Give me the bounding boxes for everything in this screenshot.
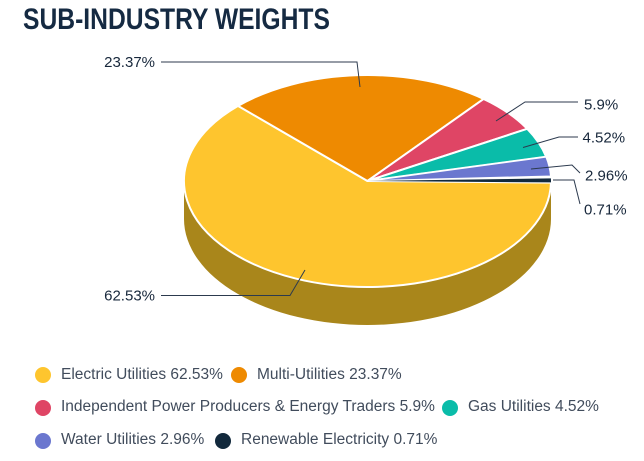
svg-text:23.37%: 23.37% (104, 54, 155, 71)
svg-text:62.53%: 62.53% (104, 288, 155, 305)
svg-text:2.96%: 2.96% (585, 168, 628, 185)
svg-text:0.71%: 0.71% (584, 202, 627, 219)
svg-text:5.9%: 5.9% (584, 97, 618, 114)
svg-text:4.52%: 4.52% (583, 130, 626, 147)
